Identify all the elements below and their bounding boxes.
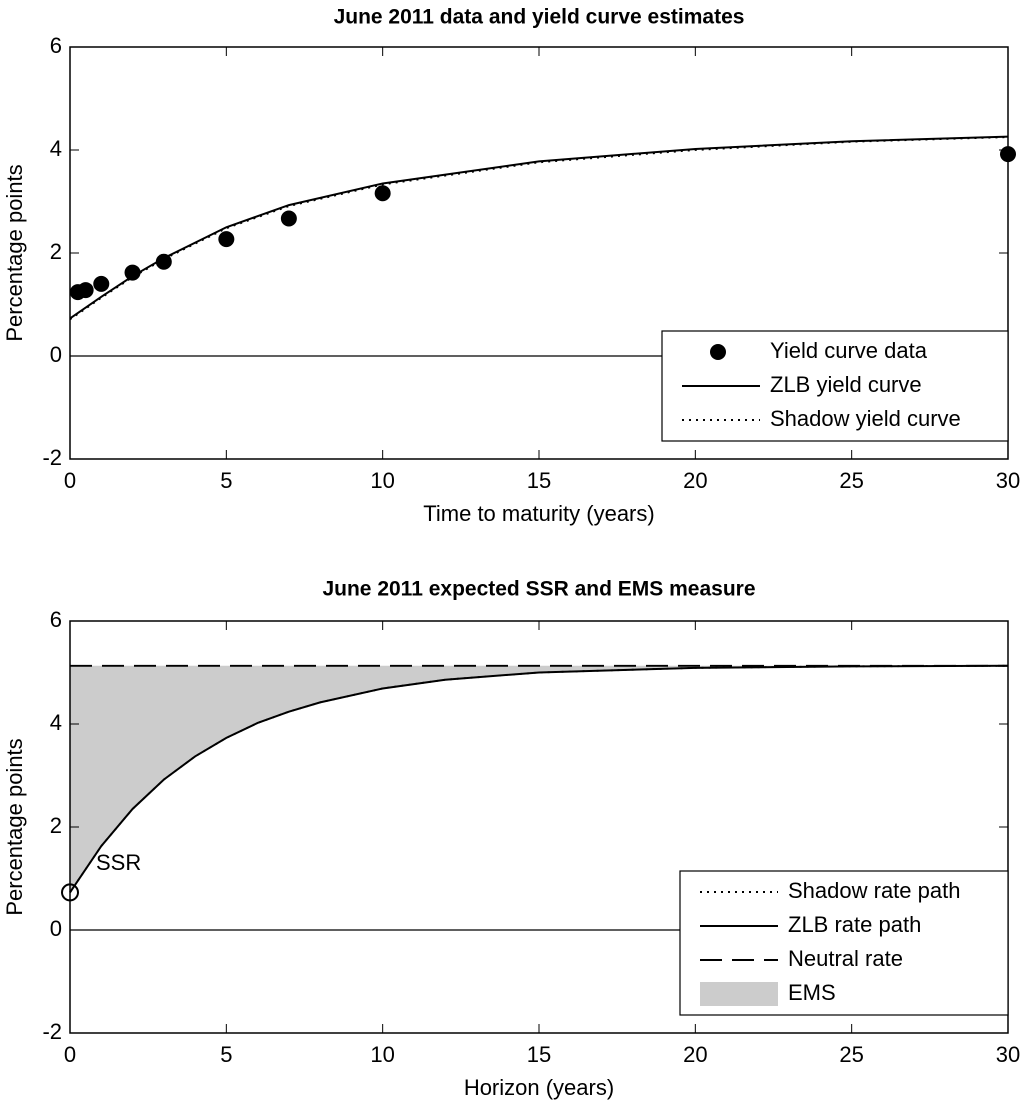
- ems-area: [70, 665, 1008, 893]
- series-line: [69, 664, 1009, 893]
- x-tick-label: 15: [527, 468, 551, 493]
- x-tick-label: 5: [220, 1042, 232, 1067]
- legend-label: EMS: [788, 980, 836, 1005]
- x-axis-label: Horizon (years): [464, 1075, 614, 1100]
- x-tick-label: 10: [370, 1042, 394, 1067]
- y-tick-label: -2: [42, 1019, 62, 1044]
- series-line: [69, 136, 1009, 321]
- legend-label: Yield curve data: [770, 338, 928, 363]
- legend-label: ZLB yield curve: [770, 372, 922, 397]
- data-point: [155, 253, 172, 270]
- y-tick-label: 2: [50, 239, 62, 264]
- series-line: [69, 135, 1009, 320]
- x-axis-label: Time to maturity (years): [423, 501, 654, 526]
- y-tick-label: 0: [50, 342, 62, 367]
- y-axis-label: Percentage points: [2, 164, 27, 341]
- legend-label: Shadow yield curve: [770, 406, 961, 431]
- y-tick-label: 6: [50, 33, 62, 58]
- legend-label: Neutral rate: [788, 946, 903, 971]
- x-tick-label: 0: [64, 1042, 76, 1067]
- x-tick-label: 30: [996, 468, 1020, 493]
- data-point: [124, 264, 141, 281]
- x-tick-label: 0: [64, 468, 76, 493]
- chart-title: June 2011 data and yield curve estimates: [334, 6, 745, 29]
- y-axis-label: Percentage points: [2, 738, 27, 915]
- data-point: [93, 275, 110, 292]
- y-tick-label: 0: [50, 916, 62, 941]
- data-point: [280, 210, 297, 227]
- x-tick-label: 25: [839, 468, 863, 493]
- annotation: SSR: [96, 850, 141, 875]
- x-tick-label: 30: [996, 1042, 1020, 1067]
- y-tick-label: 2: [50, 813, 62, 838]
- legend-marker: [710, 344, 726, 360]
- legend-label: ZLB rate path: [788, 912, 921, 937]
- x-tick-label: 5: [220, 468, 232, 493]
- legend-label: Shadow rate path: [788, 878, 960, 903]
- x-tick-label: 10: [370, 468, 394, 493]
- y-tick-label: 4: [50, 710, 62, 735]
- data-point: [374, 185, 391, 202]
- x-tick-label: 25: [839, 1042, 863, 1067]
- legend-swatch: [700, 982, 778, 1006]
- chart-title: June 2011 expected SSR and EMS measure: [322, 578, 755, 601]
- x-tick-label: 15: [527, 1042, 551, 1067]
- x-tick-label: 20: [683, 1042, 707, 1067]
- y-tick-label: 6: [50, 607, 62, 632]
- data-point: [218, 231, 235, 248]
- x-tick-label: 20: [683, 468, 707, 493]
- data-point: [77, 282, 94, 299]
- y-tick-label: 4: [50, 136, 62, 161]
- y-tick-label: -2: [42, 445, 62, 470]
